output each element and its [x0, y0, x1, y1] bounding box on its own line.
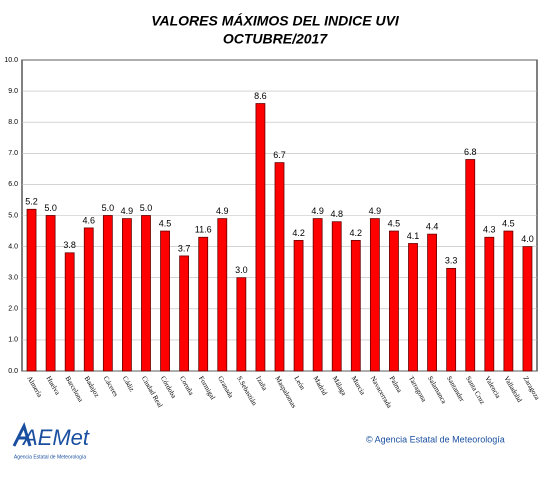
- x-tick-label: Valladolid: [502, 375, 524, 404]
- logo-caption: Agencia Estatal de Meteorología: [14, 454, 86, 460]
- x-tick-label: Izaña: [254, 375, 269, 393]
- value-label: 5.2: [25, 197, 38, 207]
- bar: [255, 103, 266, 372]
- value-label: 4.5: [159, 218, 172, 228]
- bar: [331, 221, 342, 372]
- bar: [64, 252, 75, 372]
- bar: [408, 243, 418, 372]
- bar: [312, 218, 323, 372]
- bar: [236, 277, 247, 372]
- bar: [217, 218, 228, 372]
- value-label: 4.5: [388, 218, 401, 228]
- value-label: 3.3: [445, 256, 458, 266]
- value-label: 4.2: [350, 228, 363, 238]
- value-label: 4.1: [407, 231, 420, 241]
- bar: [179, 255, 190, 372]
- x-tick-label: Coruña: [178, 375, 196, 398]
- y-tick-label: 7.0: [8, 150, 18, 157]
- x-tick-label: León: [292, 375, 306, 392]
- x-tick-label: Zaragoza: [521, 375, 541, 402]
- bar: [160, 230, 170, 372]
- value-label: 4.2: [292, 228, 305, 238]
- value-label: 4.4: [426, 222, 439, 232]
- value-label: 3.7: [178, 243, 191, 253]
- y-tick-label: 1.0: [8, 337, 18, 344]
- logo: AEMet: [21, 425, 90, 450]
- value-label: 3.0: [235, 265, 248, 275]
- y-tick-label: 5.0: [8, 212, 18, 219]
- y-tick-label: 8.0: [8, 119, 18, 126]
- copyright: © Agencia Estatal de Meteorología: [366, 434, 505, 444]
- bar: [293, 239, 304, 372]
- value-label: 4.5: [502, 218, 515, 228]
- x-tick-label: Valencia: [483, 375, 502, 401]
- value-label: 6.8: [464, 147, 477, 157]
- value-label: 5.0: [102, 203, 115, 213]
- x-tick-label: Cáceres: [102, 375, 120, 398]
- value-label: 5.0: [44, 203, 57, 213]
- bar: [369, 218, 380, 372]
- x-tick-label: Huelva: [44, 375, 61, 397]
- x-tick-label: Santa Cruz: [464, 375, 486, 406]
- bar: [198, 236, 209, 372]
- x-tick-label: Salamanca: [426, 375, 449, 406]
- logo-mark: [12, 421, 32, 447]
- y-tick-label: 9.0: [8, 88, 18, 95]
- x-tick-label: Palma: [388, 375, 404, 395]
- x-tick-label: Madrid: [312, 375, 329, 397]
- x-tick-label: Barcelona: [64, 375, 86, 404]
- value-label: 4.9: [216, 206, 229, 216]
- value-label: 4.8: [330, 209, 343, 219]
- chart-subtitle: OCTUBRE/2017: [223, 31, 328, 47]
- bar: [503, 230, 514, 372]
- x-tick-label: Santander: [445, 375, 466, 404]
- bar: [465, 159, 476, 372]
- bar: [446, 267, 457, 372]
- bar: [45, 215, 56, 372]
- y-tick-label: 4.0: [8, 243, 18, 250]
- value-label: 4.9: [311, 206, 324, 216]
- value-label: 3.8: [63, 240, 76, 250]
- y-tick-label: 6.0: [8, 181, 18, 188]
- bar: [350, 239, 361, 372]
- bar: [484, 236, 495, 372]
- bar: [141, 215, 151, 372]
- value-label: 4.0: [521, 234, 534, 244]
- bar: [26, 208, 37, 372]
- x-tick-label: Tarragona: [407, 375, 429, 404]
- bar: [83, 227, 94, 372]
- bar: [427, 233, 437, 372]
- x-tick-label: Granada: [216, 375, 235, 400]
- x-tick-label: Formigal: [197, 375, 217, 401]
- x-tick-label: Córdoba: [159, 375, 178, 401]
- x-tick-label: Murcia: [350, 375, 367, 397]
- chart-title: VALORES MÁXIMOS DEL INDICE UVI: [151, 13, 400, 29]
- value-label: 6.7: [273, 150, 286, 160]
- value-label: 4.3: [483, 225, 496, 235]
- bar: [102, 215, 113, 372]
- y-tick-label: 0.0: [8, 368, 18, 375]
- bar: [389, 230, 399, 372]
- value-label: 8.6: [254, 91, 267, 101]
- x-tick-label: Almería: [25, 375, 44, 400]
- y-tick-label: 10.0: [4, 57, 18, 64]
- x-tick-label: Badajoz: [83, 375, 101, 399]
- value-label: 4.9: [369, 206, 382, 216]
- x-tick-label: Málaga: [331, 375, 349, 398]
- bar: [122, 218, 132, 372]
- value-label: 5.0: [140, 203, 153, 213]
- bar: [274, 162, 285, 372]
- bar: [522, 246, 533, 372]
- y-tick-label: 3.0: [8, 275, 18, 282]
- value-label: 4.9: [121, 206, 134, 216]
- y-tick-label: 2.0: [8, 306, 18, 313]
- value-label: 4.6: [83, 215, 96, 225]
- value-label: 11.6: [195, 225, 212, 235]
- x-tick-label: Cádiz: [121, 375, 136, 393]
